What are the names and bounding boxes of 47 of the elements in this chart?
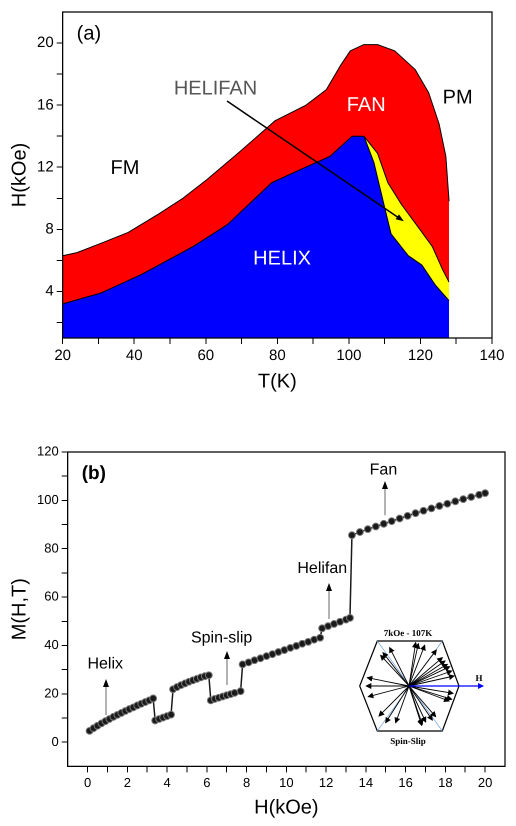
y-axis-title: H(kOe) bbox=[8, 142, 31, 208]
y-tick-label: 0 bbox=[51, 734, 59, 749]
x-tick-label: 40 bbox=[126, 347, 143, 364]
x-tick-label: 0 bbox=[84, 774, 92, 790]
y-tick-label: 40 bbox=[44, 637, 59, 652]
x-tick-label: 100 bbox=[336, 347, 362, 364]
annotation: Helix bbox=[87, 656, 124, 673]
x-tick-label: 14 bbox=[358, 774, 374, 790]
y-tick-label: 80 bbox=[44, 540, 59, 556]
y-tick-label: 8 bbox=[45, 220, 54, 238]
y-tick-label: 12 bbox=[36, 158, 54, 176]
annotation: HELIFAN bbox=[174, 77, 258, 100]
annotation: HELIX bbox=[253, 247, 311, 270]
x-tick-label: 6 bbox=[203, 774, 210, 790]
annotation: FAN bbox=[346, 94, 386, 116]
x-tick-label: 20 bbox=[478, 774, 492, 790]
x-tick-label: 18 bbox=[438, 774, 453, 790]
x-tick-label: 80 bbox=[269, 347, 286, 364]
y-tick-label: 20 bbox=[36, 34, 54, 52]
x-tick-label: 2 bbox=[124, 774, 131, 790]
x-tick-label: 140 bbox=[479, 347, 505, 364]
x-tick-label: 10 bbox=[279, 774, 294, 790]
text: (a) bbox=[76, 22, 102, 45]
x-tick-label: 16 bbox=[398, 774, 413, 790]
annotation: H bbox=[475, 672, 482, 683]
annotation: Helifan bbox=[297, 560, 348, 577]
x-tick-label: 60 bbox=[197, 347, 214, 364]
x-axis-title: H(kOe) bbox=[254, 796, 319, 819]
y-tick-label: 4 bbox=[45, 282, 54, 300]
x-tick-label: 8 bbox=[242, 774, 250, 790]
x-tick-label: 4 bbox=[163, 774, 171, 790]
annotation: Spin-Slip bbox=[390, 736, 426, 746]
y-tick-label: 60 bbox=[44, 588, 59, 604]
y-tick-label: 20 bbox=[44, 685, 59, 700]
annotation: Spin-slip bbox=[190, 630, 252, 647]
text: (b) bbox=[82, 463, 106, 484]
annotation: PM bbox=[442, 86, 473, 108]
annotation: FM bbox=[110, 156, 140, 179]
y-tick-label: 16 bbox=[36, 96, 54, 114]
x-tick-label: 12 bbox=[318, 774, 334, 790]
y-tick-label: 120 bbox=[36, 444, 59, 459]
annotation: 7kOe - 107K bbox=[384, 628, 432, 638]
y-tick-label: 100 bbox=[36, 492, 59, 507]
annotation: Fan bbox=[370, 462, 398, 479]
x-tick-label: 120 bbox=[408, 347, 433, 364]
x-axis-title: T(K) bbox=[258, 370, 297, 393]
y-axis-title: M(H,T) bbox=[8, 578, 31, 640]
